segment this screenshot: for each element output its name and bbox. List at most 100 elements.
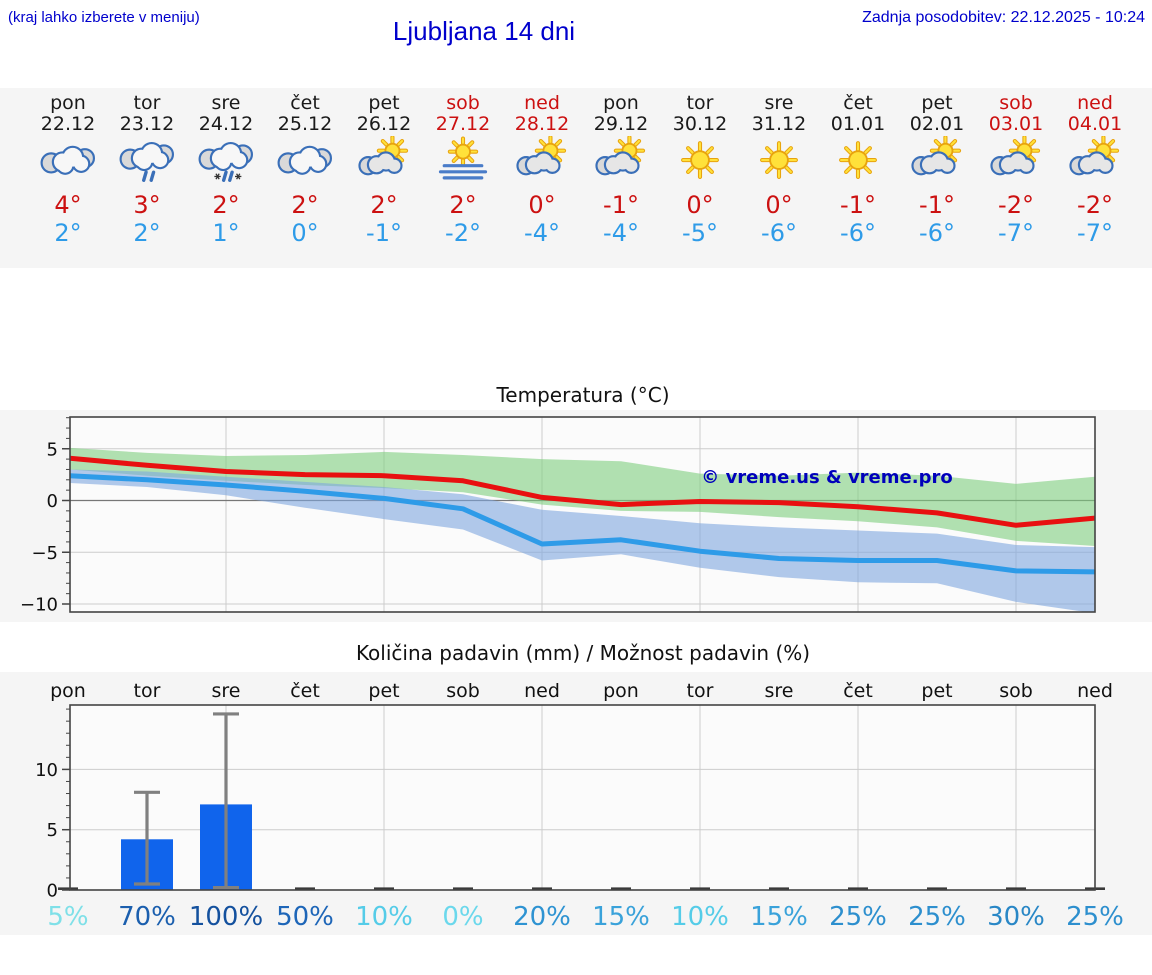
day-date-label: 22.12 [40,113,96,135]
precip-day-label: čet [843,680,873,702]
temp-ytick-label: 5 [47,439,58,460]
tmin-label: 2° [133,219,161,247]
last-update: Zadnja posodobitev: 22.12.2025 - 10:24 [862,9,1145,26]
day-column: tor 23.12 3° 2° [108,88,187,268]
tmax-label: 0° [686,191,714,219]
day-date-label: 27.12 [435,113,491,135]
precip-zero-mark [58,887,78,890]
precip-probability-label: 20% [513,902,571,932]
tmin-label: -6° [840,219,876,247]
precip-zero-mark [769,887,789,890]
tmin-label: -7° [1077,219,1113,247]
cloudy-icon [40,145,95,175]
day-column: sre 24.12 2° 1° [187,88,266,268]
day-column: pet 26.12 2° -1° [345,88,424,268]
day-name-label: pon [603,92,639,114]
sun-cloud-icon [516,136,567,176]
precip-day-label: tor [687,680,714,702]
tmin-line [70,473,1095,575]
day-name-label: ned [524,92,560,114]
day-name-label: pet [368,92,400,114]
precip-day-label: čet [290,680,320,702]
day-date-label: 28.12 [514,113,570,135]
temperature-chart-title: Temperatura (°C) [496,383,670,407]
tmin-label: -6° [761,219,797,247]
precip-probability-label: 25% [1066,902,1124,932]
forecast-strip: pon 22.12 4° 2° tor 23.12 3° 2° sre 24.12 2° 1° čet 2… [0,88,1152,268]
precip-day-label: sob [999,680,1033,702]
day-column: sre 31.12 0° -6° [740,88,819,268]
sun-cloud-icon [358,136,409,176]
tmax-label: -2° [1077,191,1113,219]
tmin-label: -5° [682,219,718,247]
precip-probability-label: 50% [276,902,334,932]
tmax-label: 0° [765,191,793,219]
day-name-label: čet [290,92,320,114]
tmin-label: 1° [212,219,240,247]
precip-probability-label: 10% [355,902,413,932]
tmax-label: 2° [370,191,398,219]
precip-day-label: sre [212,680,241,702]
tmin-label: -1° [366,219,402,247]
tmax-label: 2° [212,191,240,219]
sun-cloud-icon [911,136,962,176]
tmax-label: 3° [133,191,161,219]
precip-probability-label: 70% [118,902,176,932]
day-column: ned 28.12 0° -4° [503,88,582,268]
page-title: Ljubljana 14 dni [392,16,576,46]
sunny-icon [839,141,877,179]
precip-ytick-label: 10 [35,760,58,781]
tmax-label: -1° [840,191,876,219]
precip-probability-label: 5% [47,902,88,932]
precip-error-bar [213,712,239,890]
day-column: pet 02.01 -1° -6° [898,88,977,268]
day-name-label: ned [1077,92,1113,114]
precip-probability-label: 10% [671,902,729,932]
precip-probability-label: 30% [987,902,1045,932]
precip-zero-mark [611,887,631,890]
day-column: sob 03.01 -2° -7° [977,88,1056,268]
day-date-label: 02.01 [909,113,965,135]
tmin-label: -2° [445,219,481,247]
precip-ytick-label: 0 [47,881,58,902]
precip-zero-mark [532,887,552,890]
rain-icon [119,141,174,182]
day-date-label: 04.01 [1067,113,1123,135]
day-name-label: sre [211,92,241,114]
tmin-label: -4° [603,219,639,247]
day-date-label: 23.12 [119,113,175,135]
day-column: tor 30.12 0° -5° [661,88,740,268]
precip-error-bar [134,790,160,886]
day-date-label: 31.12 [751,113,807,135]
precip-day-label: pet [368,680,399,702]
temp-ytick-label: 0 [47,491,58,512]
forecast-strip-background [0,88,1152,268]
temp-ytick-label: −5 [31,543,58,564]
day-date-label: 25.12 [277,113,333,135]
precipitation-chart-title: Količina padavin (mm) / Možnost padavin … [355,641,811,665]
sleet-icon [198,141,253,182]
precip-probability-label: 25% [908,902,966,932]
tmin-label: -6° [919,219,955,247]
day-name-label: tor [686,92,714,114]
precip-probability-label: 0% [442,902,483,932]
day-date-label: 26.12 [356,113,412,135]
precip-zero-mark [453,887,473,890]
max-range-band [70,447,1095,546]
day-name-label: sre [764,92,794,114]
watermark: © vreme.us & vreme.pro [701,467,952,488]
day-name-label: pon [50,92,86,114]
day-column: pon 29.12 -1° -4° [582,88,661,268]
tmax-label: 0° [528,191,556,219]
fog-sun-icon [438,136,488,180]
tmax-line [70,455,1095,528]
tmin-label: -7° [998,219,1034,247]
precip-zero-mark [295,887,315,890]
day-name-label: sob [446,92,480,114]
tmax-label: 4° [54,191,82,219]
day-column: ned 04.01 -2° -7° [1056,88,1135,268]
precip-day-label: ned [1077,680,1113,702]
day-date-label: 29.12 [593,113,649,135]
precip-probability-label: 100% [189,902,263,932]
